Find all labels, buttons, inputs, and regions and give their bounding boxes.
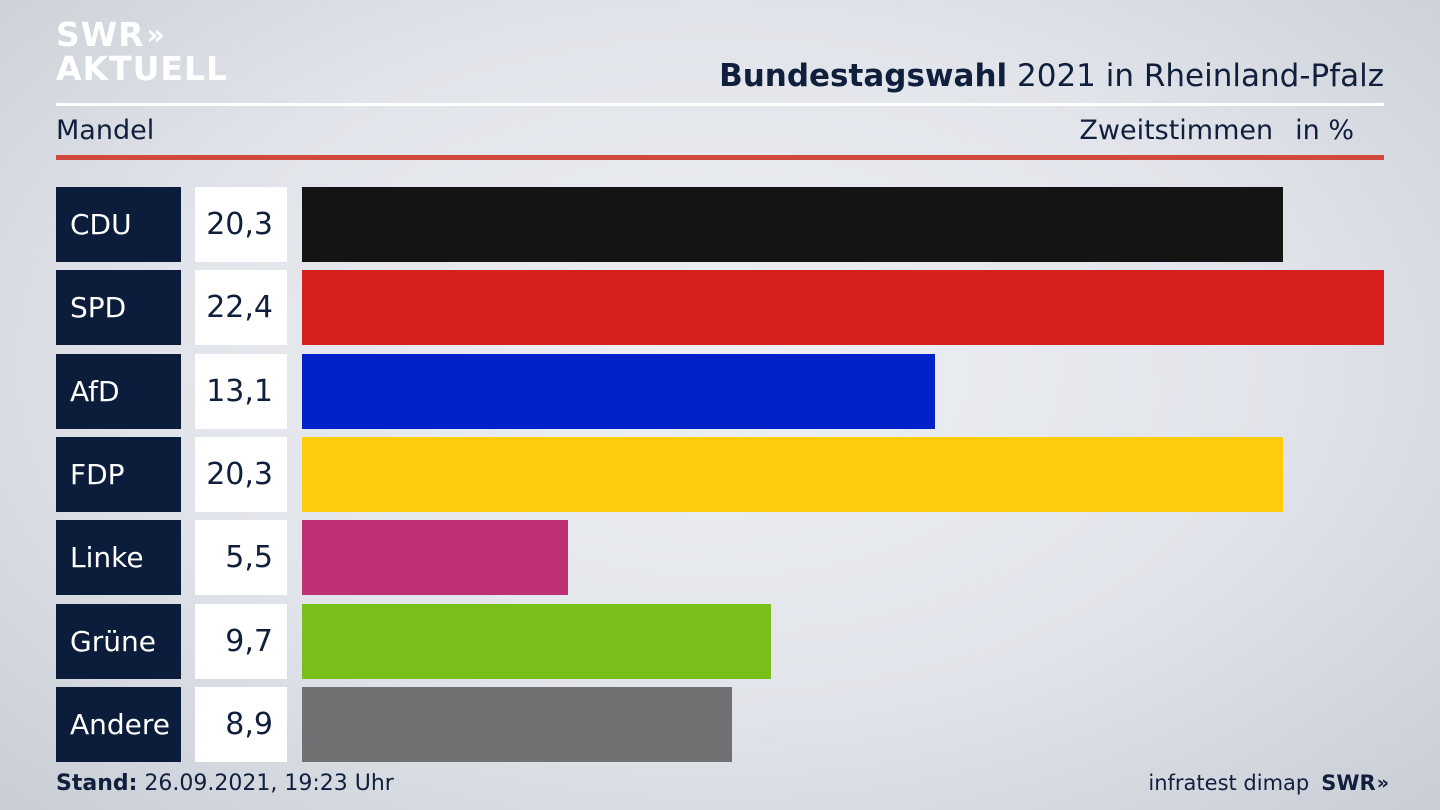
value-label: 9,7	[195, 604, 287, 679]
bar-row-grüne: Grüne 9,7	[56, 604, 1384, 679]
bar-row-linke: Linke 5,5	[56, 520, 1384, 595]
value-label: 8,9	[195, 687, 287, 762]
chart-title: Bundestagswahl 2021 in Rheinland-Pfalz	[719, 58, 1384, 94]
value-label: 5,5	[195, 520, 287, 595]
logo-arrows-icon: »	[146, 18, 165, 51]
bar-row-afd: AfD 13,1	[56, 354, 1384, 429]
chart-title-rest: 2021 in Rheinland-Pfalz	[1007, 58, 1384, 94]
accent-divider	[56, 155, 1384, 160]
party-label: CDU	[56, 187, 181, 262]
party-label: SPD	[56, 270, 181, 345]
value-label: 20,3	[195, 437, 287, 512]
bar-andere	[302, 687, 732, 762]
timestamp: Stand: 26.09.2021, 19:23 Uhr	[56, 771, 394, 796]
bar-linke	[302, 520, 568, 595]
party-label: FDP	[56, 437, 181, 512]
value-label: 22,4	[195, 270, 287, 345]
party-label: Andere	[56, 687, 181, 762]
swr-aktuell-logo: SWR » AKTUELL	[56, 18, 228, 86]
metric-unit: in %	[1295, 115, 1354, 146]
source-credit: infratest dimap SWR »	[1148, 771, 1389, 795]
bar-afd	[302, 354, 935, 429]
source-name: infratest dimap	[1148, 771, 1310, 795]
bar-spd	[302, 270, 1384, 345]
bar-cdu	[302, 187, 1283, 262]
chart-title-bold: Bundestagswahl	[719, 58, 1008, 94]
metric-name: Zweitstimmen	[1079, 115, 1274, 146]
footer-logo-text: SWR	[1321, 771, 1376, 795]
bar-row-cdu: CDU 20,3	[56, 187, 1384, 262]
bar-row-andere: Andere 8,9	[56, 687, 1384, 762]
timestamp-label: Stand:	[56, 771, 138, 796]
logo-aktuell-text: AKTUELL	[56, 49, 229, 88]
bar-grüne	[302, 604, 771, 679]
party-label: Linke	[56, 520, 181, 595]
bar-row-spd: SPD 22,4	[56, 270, 1384, 345]
party-label: AfD	[56, 354, 181, 429]
metric-label: Zweitstimmen in %	[1079, 115, 1354, 146]
bar-row-fdp: FDP 20,3	[56, 437, 1384, 512]
header-divider	[56, 103, 1384, 106]
value-label: 20,3	[195, 187, 287, 262]
swr-footer-logo: SWR »	[1321, 771, 1389, 795]
bar-fdp	[302, 437, 1283, 512]
logo-swr-text: SWR	[56, 15, 145, 54]
party-label: Grüne	[56, 604, 181, 679]
value-label: 13,1	[195, 354, 287, 429]
constituency-subtitle: Mandel	[56, 115, 155, 146]
footer-logo-arrows-icon: »	[1376, 772, 1389, 794]
timestamp-value: 26.09.2021, 19:23 Uhr	[137, 771, 394, 796]
